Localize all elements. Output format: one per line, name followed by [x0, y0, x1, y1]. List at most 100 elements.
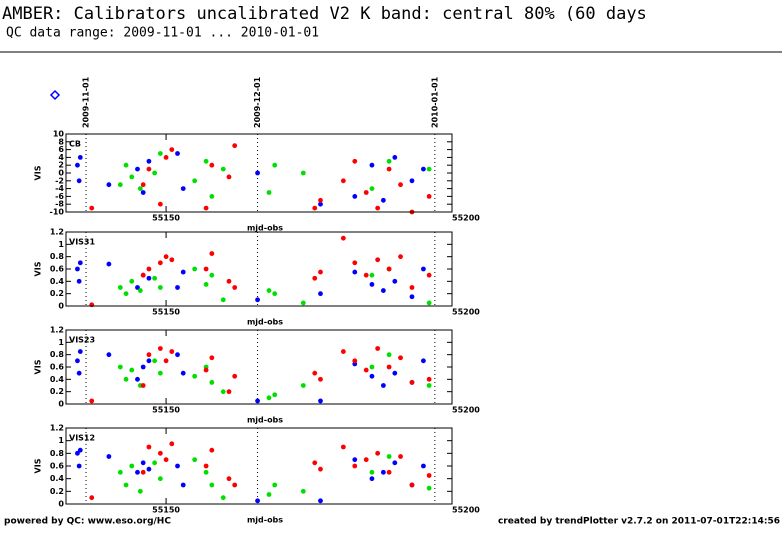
y-tick-label: 0: [58, 400, 64, 409]
y-tick-label: 1.2: [50, 228, 64, 237]
y-tick-label: -8: [55, 200, 64, 209]
point: [89, 398, 95, 404]
point: [398, 182, 403, 188]
point: [169, 441, 175, 447]
point: [192, 178, 198, 184]
x-tick-label: 55200: [452, 406, 480, 415]
point: [409, 294, 415, 300]
point: [152, 275, 158, 281]
point: [203, 205, 209, 211]
point: [209, 380, 215, 385]
point: [146, 275, 152, 281]
point: [272, 482, 278, 488]
point: [140, 460, 146, 466]
point: [386, 352, 392, 358]
point: [409, 482, 415, 488]
point: [123, 482, 129, 488]
date-label: 2010-01-01: [430, 76, 439, 128]
date-label: 2009-11-01: [82, 76, 91, 128]
point: [123, 162, 129, 168]
point: [426, 473, 432, 478]
point: [380, 469, 386, 475]
date-label: 2009-12-01: [253, 76, 262, 128]
point: [426, 383, 432, 388]
point: [135, 166, 140, 172]
y-tick-label: -10: [50, 208, 65, 217]
point: [117, 364, 123, 370]
point: [272, 291, 278, 297]
point: [76, 178, 82, 184]
point: [209, 272, 215, 278]
point: [266, 395, 272, 401]
panel-label: VIS31: [69, 238, 95, 247]
x-tick-label: 55150: [152, 506, 180, 515]
point: [140, 364, 146, 370]
point: [76, 370, 82, 376]
point: [169, 257, 175, 263]
point: [75, 450, 80, 456]
point: [421, 358, 426, 364]
y-tick-label: 0.4: [50, 474, 65, 483]
point: [380, 197, 386, 203]
point: [203, 463, 209, 469]
point: [157, 201, 163, 207]
y-tick-label: 8: [58, 137, 64, 146]
point: [318, 269, 323, 275]
point: [106, 182, 112, 188]
point: [226, 174, 232, 180]
point: [232, 482, 238, 488]
point: [266, 492, 272, 497]
point: [352, 158, 358, 164]
point: [369, 272, 375, 278]
point: [352, 260, 358, 266]
y-axis-label: VIS: [34, 359, 43, 374]
y-tick-label: 0.2: [50, 487, 64, 496]
point: [255, 170, 260, 176]
point: [272, 162, 278, 168]
point: [180, 269, 186, 275]
point: [300, 383, 306, 388]
point: [140, 182, 146, 188]
point: [409, 285, 415, 290]
point: [369, 476, 375, 482]
y-tick-label: 1: [58, 240, 64, 249]
point: [375, 257, 381, 263]
y-tick-label: 1.2: [50, 424, 64, 433]
point: [106, 352, 112, 358]
point: [203, 158, 209, 164]
x-tick-label: 55150: [152, 214, 180, 223]
y-tick-label: 0.2: [50, 387, 64, 396]
point: [209, 194, 215, 199]
point: [203, 282, 209, 287]
point: [163, 358, 169, 364]
y-tick-label: 1: [58, 436, 64, 445]
x-tick-label: 55200: [452, 214, 480, 223]
point: [380, 288, 386, 293]
point: [157, 450, 163, 456]
point: [140, 469, 146, 475]
point: [140, 272, 146, 278]
y-tick-label: 0.6: [50, 363, 65, 372]
y-tick-label: -4: [55, 184, 64, 193]
point: [318, 466, 323, 472]
point: [129, 278, 135, 284]
point: [392, 278, 398, 284]
point: [203, 469, 209, 475]
point: [163, 155, 169, 160]
x-tick-label: 55150: [152, 406, 180, 415]
x-axis-label: mjd-obs: [247, 318, 283, 327]
point: [146, 158, 152, 164]
y-tick-label: 6: [58, 145, 64, 154]
point: [386, 266, 392, 272]
point: [398, 355, 403, 361]
point: [209, 251, 215, 256]
y-tick-label: -2: [55, 176, 64, 185]
point: [312, 205, 318, 211]
point: [232, 373, 238, 379]
point: [146, 166, 152, 172]
x-tick-label: 55200: [452, 308, 480, 317]
point: [363, 457, 369, 463]
point: [421, 166, 426, 172]
point: [220, 389, 226, 395]
